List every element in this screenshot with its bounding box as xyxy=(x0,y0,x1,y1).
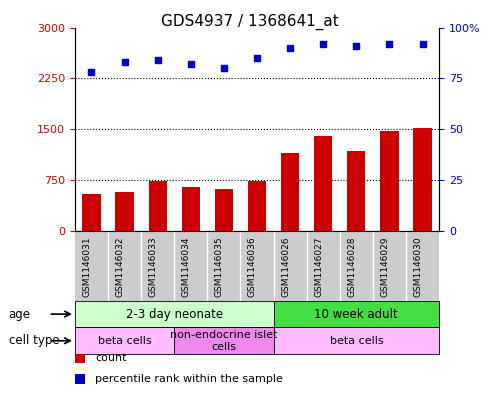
Bar xyxy=(215,189,233,231)
Text: GSM1146034: GSM1146034 xyxy=(182,237,191,297)
Text: GSM1146027: GSM1146027 xyxy=(314,237,323,297)
Text: GSM1146031: GSM1146031 xyxy=(82,237,91,297)
Point xyxy=(352,43,360,49)
Text: non-endocrine islet
cells: non-endocrine islet cells xyxy=(170,330,277,352)
Bar xyxy=(182,187,200,231)
Text: count: count xyxy=(95,353,126,363)
Text: 2-3 day neonate: 2-3 day neonate xyxy=(126,308,223,321)
Bar xyxy=(75,353,85,363)
Text: GSM1146035: GSM1146035 xyxy=(215,237,224,297)
Point xyxy=(121,59,129,65)
Text: GSM1146032: GSM1146032 xyxy=(116,237,125,297)
Text: GSM1146033: GSM1146033 xyxy=(149,237,158,297)
Bar xyxy=(347,151,365,231)
Text: GSM1146026: GSM1146026 xyxy=(281,237,290,297)
Text: GSM1146036: GSM1146036 xyxy=(248,237,257,297)
Bar xyxy=(414,128,432,231)
Point xyxy=(253,55,261,61)
Bar xyxy=(273,301,439,327)
Bar xyxy=(248,181,266,231)
Text: GSM1146030: GSM1146030 xyxy=(414,237,423,297)
Bar xyxy=(75,374,85,384)
Point xyxy=(385,40,393,47)
Bar xyxy=(281,153,299,231)
Point xyxy=(87,69,95,75)
Text: cell type: cell type xyxy=(8,334,59,347)
Text: age: age xyxy=(8,308,30,321)
Point xyxy=(220,65,228,71)
Text: 10 week adult: 10 week adult xyxy=(314,308,398,321)
Bar xyxy=(115,191,134,231)
Text: GDS4937 / 1368641_at: GDS4937 / 1368641_at xyxy=(161,14,338,30)
Bar xyxy=(75,327,174,354)
Bar xyxy=(75,301,273,327)
Point xyxy=(286,45,294,51)
Bar xyxy=(273,327,439,354)
Bar xyxy=(380,130,399,231)
Bar xyxy=(149,181,167,231)
Text: GSM1146028: GSM1146028 xyxy=(347,237,356,297)
Bar xyxy=(314,136,332,231)
Point xyxy=(187,61,195,67)
Bar xyxy=(82,194,100,231)
Point xyxy=(319,40,327,47)
Text: GSM1146029: GSM1146029 xyxy=(380,237,389,297)
Bar xyxy=(174,327,273,354)
Point xyxy=(154,57,162,63)
Text: beta cells: beta cells xyxy=(98,336,151,346)
Point xyxy=(419,40,427,47)
Text: percentile rank within the sample: percentile rank within the sample xyxy=(95,374,283,384)
Text: beta cells: beta cells xyxy=(329,336,383,346)
